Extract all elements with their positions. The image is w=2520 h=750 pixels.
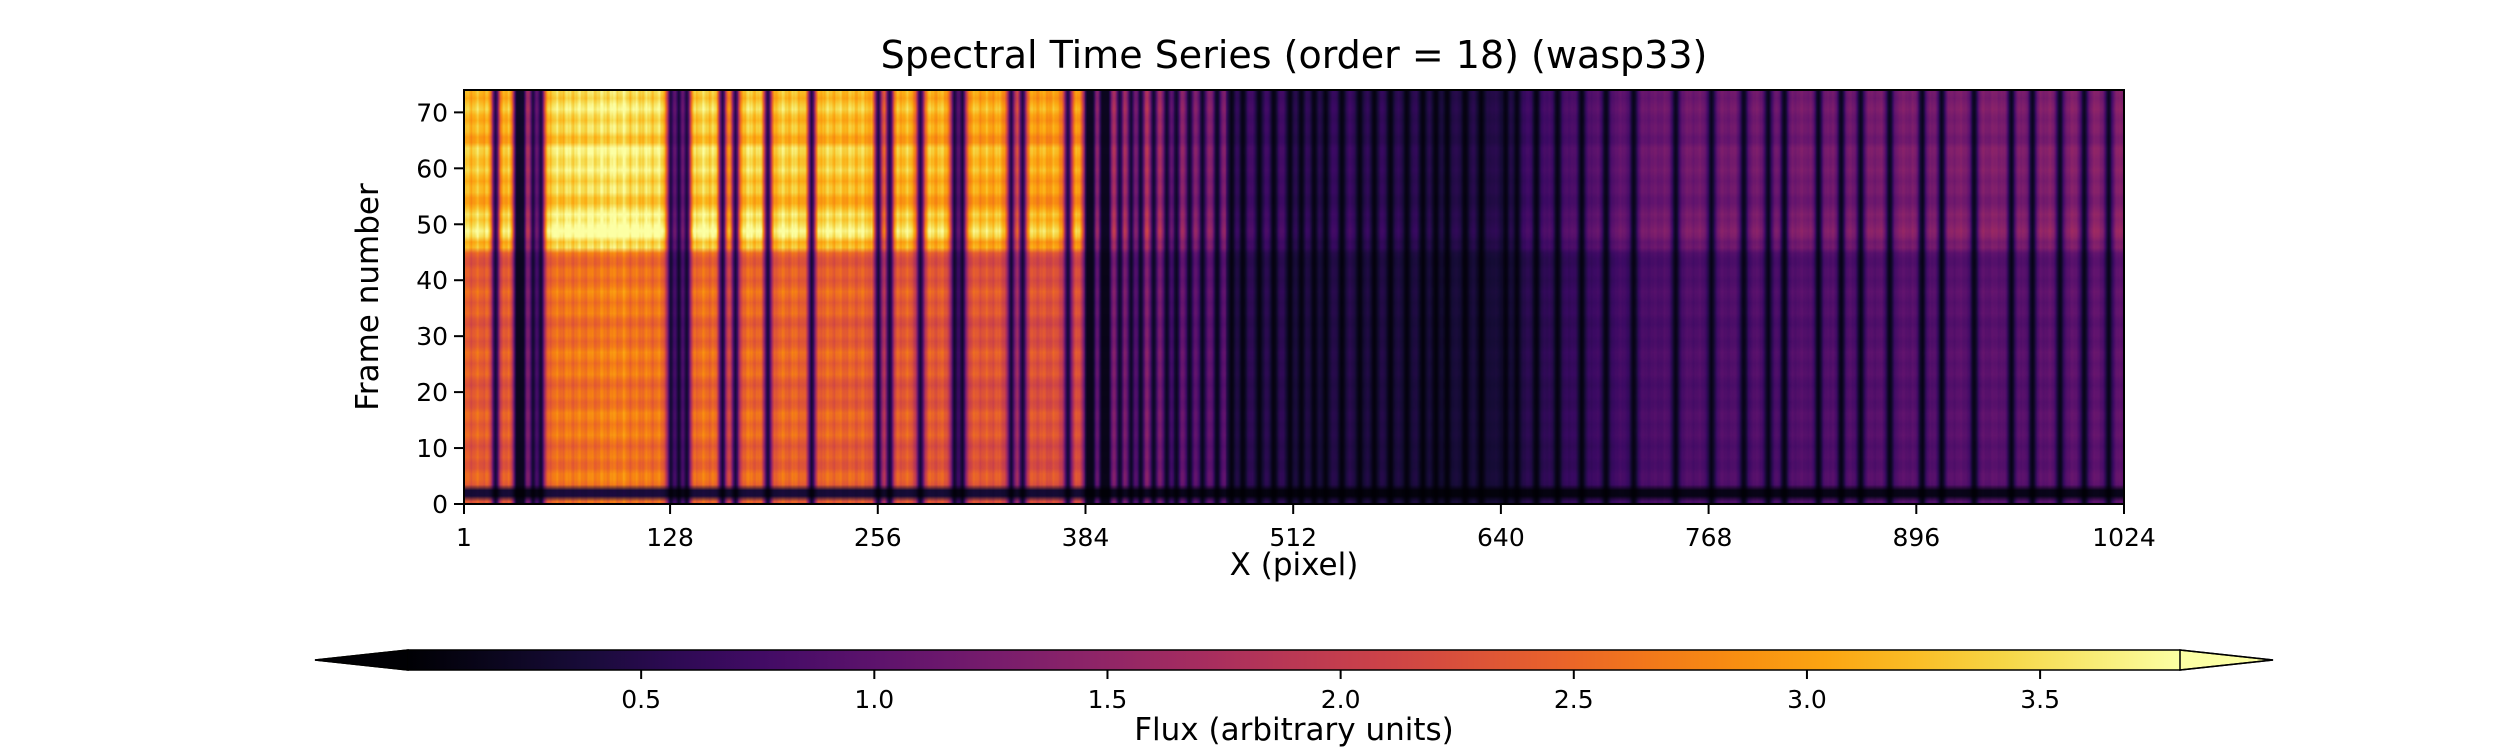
colorbar-outline (314, 649, 2274, 671)
y-axis-label: Frame number (350, 183, 386, 411)
colorbar-tick-label: 2.0 (1321, 685, 1361, 714)
x-axis-ticks: 1 128 256 384 512 640 768 896 1024 (456, 504, 2156, 552)
colorbar-tick-label: 3.5 (2020, 685, 2060, 714)
y-axis-ticks: 0 10 20 30 40 50 60 70 (416, 98, 464, 519)
colorbar-tick-label: 0.5 (621, 685, 661, 714)
chart-title: Spectral Time Series (order = 18) (wasp3… (881, 33, 1708, 77)
x-axis-label: X (pixel) (1230, 547, 1359, 583)
colorbar-tick-label: 1.5 (1088, 685, 1128, 714)
colorbar-extend-high (2179, 649, 2274, 671)
colorbar-ticks: 0.5 1.0 1.5 2.0 2.5 3.0 3.5 (621, 670, 2060, 714)
x-tick-label: 896 (1892, 523, 1940, 552)
plot-area (463, 89, 2125, 505)
x-tick-label: 128 (646, 523, 694, 552)
x-tick-label: 1024 (2092, 523, 2156, 552)
colorbar-tick-label: 3.0 (1787, 685, 1827, 714)
y-tick-label: 60 (416, 154, 448, 183)
colorbar-tick-label: 2.5 (1554, 685, 1594, 714)
x-tick-label: 768 (1685, 523, 1733, 552)
y-tick-label: 10 (416, 434, 448, 463)
y-tick-label: 40 (416, 266, 448, 295)
y-tick-label: 70 (416, 98, 448, 127)
colorbar-body (408, 650, 2180, 670)
x-tick-label: 1 (456, 523, 472, 552)
x-tick-label: 256 (854, 523, 902, 552)
colorbar: 0.5 1.0 1.5 2.0 2.5 3.0 3.5 Flux (arbitrary un… (314, 649, 2274, 748)
x-tick-label: 512 (1269, 523, 1317, 552)
colorbar-tick-label: 1.0 (854, 685, 894, 714)
colorbar-label: Flux (arbitrary units) (1134, 712, 1454, 748)
y-tick-label: 50 (416, 210, 448, 239)
heatmap-image (464, 90, 2124, 504)
y-tick-label: 20 (416, 378, 448, 407)
y-tick-label: 0 (432, 490, 448, 519)
x-tick-label: 384 (1062, 523, 1110, 552)
x-tick-label: 640 (1477, 523, 1525, 552)
y-tick-label: 30 (416, 322, 448, 351)
colorbar-extend-low (314, 649, 409, 671)
